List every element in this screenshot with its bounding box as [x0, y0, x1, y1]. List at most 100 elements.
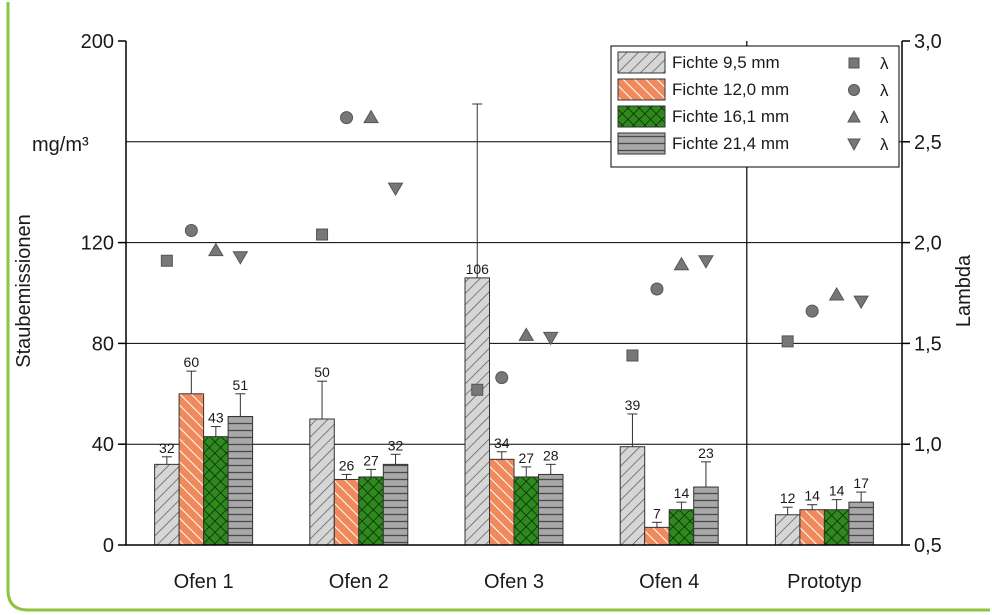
lambda-marker: [184, 224, 198, 238]
category-label: Ofen 2: [329, 571, 389, 593]
category-label: Ofen 3: [484, 571, 544, 593]
legend-swatch: [617, 51, 666, 74]
value-label: 106: [466, 261, 490, 277]
bar: [538, 473, 564, 546]
bar: [644, 526, 670, 546]
lambda-marker: [853, 295, 870, 310]
legend-lambda-label: λ: [880, 81, 889, 100]
bar: [619, 446, 646, 546]
legend-lambda-label: λ: [880, 135, 889, 154]
value-label: 51: [233, 377, 249, 393]
legend-marker: [847, 138, 861, 152]
legend-marker: [847, 109, 861, 123]
value-label: 27: [363, 452, 379, 468]
value-label: 43: [208, 410, 224, 426]
bar: [464, 277, 490, 546]
category-label: Ofen 4: [639, 571, 699, 593]
value-label: 26: [339, 457, 355, 473]
legend-lambda-label: λ: [880, 54, 889, 73]
bar: [774, 514, 801, 546]
bar: [668, 509, 695, 546]
y2-tick-label: 1,5: [914, 333, 942, 355]
y2-tick-label: 2,5: [914, 132, 942, 154]
legend-marker: [848, 57, 860, 69]
y-axis-unit: mg/m³: [32, 134, 89, 156]
lambda-marker: [542, 331, 559, 346]
legend: Fichte 9,5 mm λ Fichte 12,0 mm λ Fichte 16,1…: [610, 45, 900, 168]
lambda-marker: [495, 371, 509, 385]
value-label: 50: [314, 364, 330, 380]
y2-tick-label: 3,0: [914, 31, 942, 53]
bar: [799, 509, 825, 546]
lambda-marker: [387, 182, 404, 197]
y-tick-label: 80: [92, 333, 114, 355]
bar: [358, 476, 384, 546]
value-label: 32: [388, 437, 404, 453]
y-axis-title: Staubemissionen: [13, 214, 35, 367]
legend-label: Fichte 9,5 mm: [672, 53, 780, 72]
legend-swatch: [617, 132, 666, 155]
bar: [154, 463, 180, 546]
lambda-marker: [232, 251, 249, 265]
value-label: 7: [653, 505, 661, 521]
lambda-marker: [160, 254, 173, 267]
axes: Ofen 1 Ofen 2 Ofen 3 Ofen 4 Prototyp04080120…: [81, 31, 942, 593]
error-bars: [161, 103, 867, 528]
legend-swatch: [617, 105, 666, 128]
lambda-marker: [363, 109, 379, 124]
bar: [382, 463, 409, 546]
y-tick-label: 120: [81, 233, 114, 255]
legend-label: Fichte 12,0 mm: [672, 80, 789, 99]
bar: [333, 478, 360, 546]
bar: [823, 509, 850, 546]
bar: [203, 436, 229, 546]
category-label: Ofen 1: [174, 571, 234, 593]
value-label: 60: [184, 354, 200, 370]
bar: [693, 486, 719, 546]
value-label: 27: [518, 450, 534, 466]
lambda-marker: [340, 111, 354, 125]
value-label: 34: [494, 435, 510, 451]
y2-tick-label: 2,0: [914, 233, 942, 255]
value-label: 12: [780, 490, 796, 506]
value-label: 23: [698, 445, 714, 461]
lambda-marker: [698, 255, 714, 269]
legend-label: Fichte 21,4 mm: [672, 134, 789, 153]
value-label: 14: [804, 488, 820, 504]
bar: [309, 418, 335, 546]
lambda-marker: [673, 256, 690, 271]
y2-tick-label: 1,0: [914, 434, 942, 456]
bar: [848, 501, 874, 546]
lambda-marker: [207, 242, 224, 257]
lambda-marker: [805, 304, 819, 318]
lambda-marker: [518, 327, 535, 341]
legend-label: Fichte 16,1 mm: [672, 107, 789, 126]
category-label: Prototyp: [787, 571, 861, 593]
bars: [154, 277, 874, 546]
bar: [178, 393, 205, 546]
value-label: 14: [674, 485, 690, 501]
y2-axis-title: Lambda: [953, 254, 975, 327]
lambda-marker: [316, 228, 329, 241]
value-label: 28: [543, 447, 559, 463]
value-label: 32: [159, 440, 175, 456]
bar: [489, 458, 515, 546]
legend-lambda-label: λ: [880, 108, 889, 127]
value-labels: 32 60 43 51 50 26 27 32 106 34 27 28 39 7 14 23 12 14 14 17: [159, 261, 869, 521]
legend-swatch: [617, 78, 666, 101]
lambda-marker: [471, 383, 484, 396]
y-tick-label: 40: [92, 434, 114, 456]
lambda-marker: [626, 349, 639, 362]
lambda-marker: [781, 335, 794, 348]
y-tick-label: 200: [81, 31, 114, 53]
lambda-marker: [828, 287, 845, 301]
lambda-markers: [160, 109, 870, 396]
legend-marker: [848, 84, 860, 96]
y-tick-label: 0: [103, 535, 114, 557]
y2-tick-label: 0,5: [914, 535, 942, 557]
value-label: 39: [625, 397, 641, 413]
value-label: 14: [829, 483, 845, 499]
value-label: 17: [853, 475, 869, 491]
bar: [513, 476, 539, 546]
